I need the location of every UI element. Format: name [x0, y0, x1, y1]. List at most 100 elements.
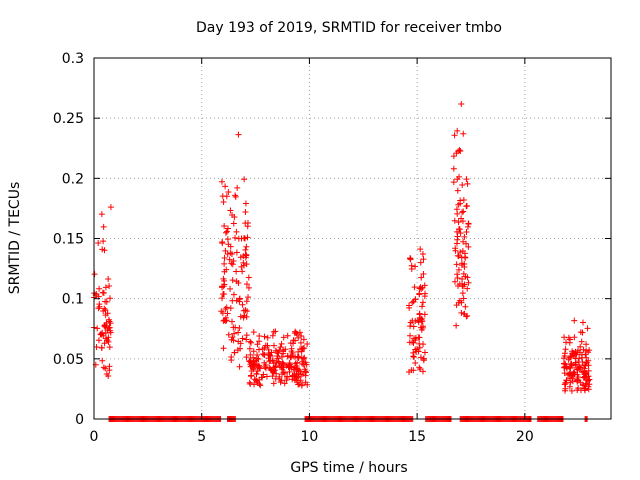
x-tick-label: 15: [408, 429, 426, 445]
data-point: [579, 381, 586, 388]
data-point: [451, 217, 458, 224]
data-point: [98, 344, 105, 351]
data-point: [278, 354, 285, 361]
data-point: [294, 365, 301, 372]
data-point: [227, 285, 234, 292]
data-point: [226, 256, 233, 263]
data-point: [232, 192, 239, 199]
data-point: [456, 226, 463, 233]
data-point: [412, 263, 419, 270]
data-point: [295, 381, 302, 388]
data-point: [578, 387, 585, 394]
data-point: [571, 317, 578, 324]
data-point: [562, 346, 569, 353]
data-point: [270, 342, 277, 349]
data-point: [247, 361, 254, 368]
data-point: [100, 238, 107, 245]
data-point: [222, 317, 229, 324]
data-point: [291, 377, 298, 384]
data-point: [101, 340, 108, 347]
data-point: [281, 380, 288, 387]
data-point: [458, 215, 465, 222]
data-point: [227, 207, 234, 214]
data-point: [411, 284, 418, 291]
data-point: [261, 333, 268, 340]
data-point: [290, 337, 297, 344]
data-point: [407, 255, 414, 262]
data-point: [269, 332, 276, 339]
data-point: [562, 339, 569, 346]
data-point: [453, 150, 460, 157]
data-point: [459, 282, 466, 289]
data-point: [419, 303, 426, 310]
data-point: [283, 362, 290, 369]
data-point: [104, 310, 111, 317]
data-point: [232, 234, 239, 241]
data-point: [459, 290, 466, 297]
data-point: [106, 344, 113, 351]
data-point: [302, 372, 309, 379]
data-point: [247, 351, 254, 358]
data-point: [420, 256, 427, 263]
data-point: [419, 251, 426, 258]
data-point: [102, 324, 109, 331]
data-point: [300, 355, 307, 362]
data-point: [237, 313, 244, 320]
data-point: [419, 299, 426, 306]
data-point: [567, 375, 574, 382]
data-point: [454, 274, 461, 281]
data-point: [586, 376, 593, 383]
data-point: [250, 348, 257, 355]
chart-title: Day 193 of 2019, SRMTID for receiver tmb…: [196, 20, 502, 36]
data-point: [460, 208, 467, 215]
data-point: [219, 238, 226, 245]
data-point: [220, 345, 227, 352]
data-point: [220, 199, 227, 206]
data-point: [561, 350, 568, 357]
data-point: [256, 333, 263, 340]
data-point: [243, 298, 250, 305]
data-point: [227, 305, 234, 312]
data-point: [233, 228, 240, 235]
data-point: [239, 301, 246, 308]
data-point: [286, 368, 293, 375]
data-point: [412, 318, 419, 325]
y-tick-label: 0.15: [53, 232, 84, 248]
data-point: [232, 193, 239, 200]
data-point: [280, 364, 287, 371]
data-point: [239, 268, 246, 275]
data-point: [100, 332, 107, 339]
data-point: [245, 284, 252, 291]
y-tick-label: 0.05: [53, 352, 84, 368]
data-point: [571, 368, 578, 375]
data-point: [223, 266, 230, 273]
data-point: [576, 363, 583, 370]
data-point: [231, 330, 238, 337]
data-point: [292, 360, 299, 367]
data-point: [223, 228, 230, 235]
data-point: [582, 362, 589, 369]
data-point: [240, 252, 247, 259]
data-point: [465, 243, 472, 250]
data-point: [294, 359, 301, 366]
data-point: [284, 374, 291, 381]
data-point: [259, 374, 266, 381]
data-point: [106, 295, 113, 302]
data-point: [233, 268, 240, 275]
data-point: [453, 302, 460, 309]
data-point: [462, 303, 469, 310]
data-point: [579, 319, 586, 326]
data-point: [575, 374, 582, 381]
data-point: [563, 363, 570, 370]
data-point: [224, 225, 231, 232]
data-point: [577, 343, 584, 350]
data-point: [450, 165, 457, 172]
data-point: [248, 339, 255, 346]
x-axis: 0 5 10 15 20: [90, 58, 534, 445]
data-point: [240, 262, 247, 269]
data-point: [99, 357, 106, 364]
x-tick-label: 20: [516, 429, 534, 445]
data-point: [457, 230, 464, 237]
data-point: [459, 182, 466, 189]
data-point: [288, 364, 295, 371]
